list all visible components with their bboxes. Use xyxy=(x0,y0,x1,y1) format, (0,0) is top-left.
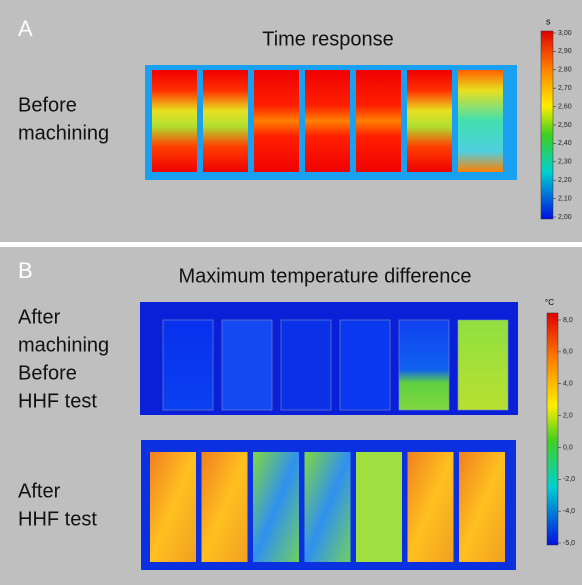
colorbar-tick-label: -4,0 xyxy=(563,508,575,515)
sample-tile xyxy=(457,319,509,411)
colorbar-tick-label: 2,0 xyxy=(563,412,573,419)
row-label: machining xyxy=(18,334,109,356)
panel-title: Maximum temperature difference xyxy=(178,265,471,287)
colorbar-tick-label: -2,0 xyxy=(563,476,575,483)
panel-label: A xyxy=(18,16,33,41)
sample-tile xyxy=(356,452,402,562)
colorbar-tick-label: 2,10 xyxy=(558,195,572,202)
sample-tile xyxy=(253,452,299,562)
sample-tile xyxy=(339,319,391,411)
sample-tile xyxy=(152,70,197,172)
colorbar-tick-label: 2,20 xyxy=(558,177,572,184)
row-label: After xyxy=(18,306,61,328)
sample-tile xyxy=(458,70,503,172)
colorbar-tick-label: 2,90 xyxy=(558,48,572,55)
row-label: Before xyxy=(18,362,77,384)
colorbar xyxy=(546,312,559,546)
sample-tile xyxy=(305,70,350,172)
colorbar-tick-label: 3,00 xyxy=(558,30,572,37)
panel-title: Time response xyxy=(262,28,394,50)
sample-tile xyxy=(162,319,214,411)
row-label: After xyxy=(18,480,61,502)
row-label: Before xyxy=(18,94,77,116)
sample-tile xyxy=(203,70,248,172)
colorbar-tick-label: 0,0 xyxy=(563,444,573,451)
sample-tile xyxy=(150,452,196,562)
sample-tile xyxy=(459,452,505,562)
colorbar-tick-label: 2,60 xyxy=(558,103,572,110)
panel-label: B xyxy=(18,258,33,283)
row-label: HHF test xyxy=(18,508,97,530)
sample-tile xyxy=(398,319,450,411)
colorbar-tick-label: -5,0 xyxy=(563,540,575,547)
row-label: machining xyxy=(18,122,109,144)
separator xyxy=(0,242,582,247)
colorbar-tick-label: 6,0 xyxy=(563,349,573,356)
colorbar-tick-label: 2,50 xyxy=(558,122,572,129)
sample-tile xyxy=(407,452,454,562)
colorbar xyxy=(540,30,554,220)
sample-tile xyxy=(356,70,401,172)
colorbar-tick-label: 2,00 xyxy=(558,214,572,221)
colorbar-unit: s xyxy=(546,16,551,26)
colorbar-tick-label: 2,40 xyxy=(558,140,572,147)
colorbar-tick-label: 8,0 xyxy=(563,317,573,324)
sample-tile xyxy=(407,70,452,172)
sample-tile xyxy=(304,452,351,562)
colorbar-tick-label: 2,30 xyxy=(558,159,572,166)
sample-tile xyxy=(201,452,248,562)
sample-tile xyxy=(221,319,273,411)
colorbar-tick-label: 2,70 xyxy=(558,85,572,92)
colorbar-tick-label: 2,80 xyxy=(558,67,572,74)
generated: 3,00 2,90 2,80 2,70 2,60 2,50 2,40 2,30 2,20 2,10… xyxy=(18,30,575,562)
colorbar-unit: °C xyxy=(545,298,554,307)
row-label: HHF test xyxy=(18,390,97,412)
sample-tile xyxy=(254,70,299,172)
colorbar-tick-label: 4,0 xyxy=(563,381,573,388)
sample-tile xyxy=(280,319,332,411)
